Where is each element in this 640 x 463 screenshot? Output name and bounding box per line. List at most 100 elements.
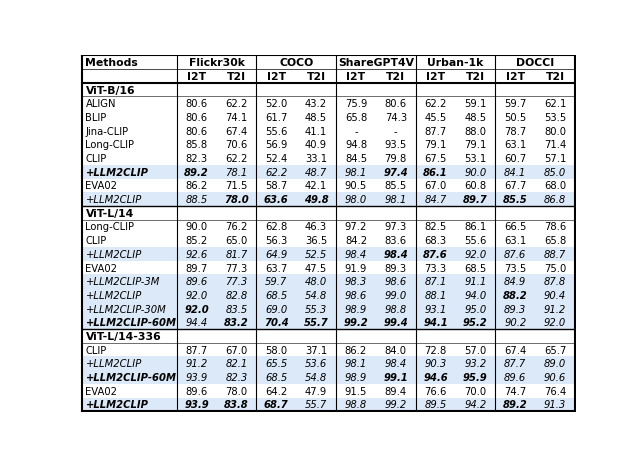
Text: 59.1: 59.1 [464, 99, 486, 109]
Text: I2T: I2T [267, 72, 286, 82]
Text: +LLM2CLIP: +LLM2CLIP [86, 167, 148, 177]
Text: COCO: COCO [279, 58, 314, 68]
Text: 48.5: 48.5 [305, 113, 327, 123]
Text: 98.1: 98.1 [345, 167, 367, 177]
Text: CLIP: CLIP [86, 345, 107, 355]
Text: 67.0: 67.0 [225, 345, 248, 355]
Text: 80.0: 80.0 [544, 126, 566, 137]
Text: 65.8: 65.8 [544, 236, 566, 246]
Text: 87.6: 87.6 [423, 249, 448, 259]
Text: 48.7: 48.7 [305, 167, 327, 177]
Text: 98.1: 98.1 [385, 194, 407, 205]
Text: 65.0: 65.0 [225, 236, 248, 246]
Text: -: - [394, 126, 397, 137]
Text: 62.2: 62.2 [265, 167, 287, 177]
Text: I2T: I2T [187, 72, 206, 82]
Text: EVA02: EVA02 [86, 181, 118, 191]
Text: 98.8: 98.8 [345, 400, 367, 409]
Text: 87.7: 87.7 [186, 345, 208, 355]
Text: 57.1: 57.1 [544, 154, 566, 164]
Text: 60.8: 60.8 [465, 181, 486, 191]
Text: 89.7: 89.7 [463, 194, 488, 205]
Text: +LLM2CLIP-3M: +LLM2CLIP-3M [86, 276, 160, 287]
Text: 78.1: 78.1 [225, 167, 248, 177]
Text: ViT-B/16: ViT-B/16 [86, 86, 135, 95]
Text: 77.3: 77.3 [225, 276, 248, 287]
Text: 67.4: 67.4 [504, 345, 526, 355]
Text: 88.2: 88.2 [503, 290, 527, 300]
Text: 87.6: 87.6 [504, 249, 526, 259]
Bar [83, 398, 575, 411]
Text: 85.8: 85.8 [186, 140, 208, 150]
Text: 89.4: 89.4 [385, 386, 407, 396]
Text: 85.2: 85.2 [186, 236, 208, 246]
Text: 56.9: 56.9 [265, 140, 287, 150]
Text: EVA02: EVA02 [86, 386, 118, 396]
Text: 89.6: 89.6 [186, 276, 208, 287]
Text: 98.3: 98.3 [345, 276, 367, 287]
Text: 89.2: 89.2 [184, 167, 209, 177]
Text: 61.7: 61.7 [265, 113, 287, 123]
Text: 65.7: 65.7 [544, 345, 566, 355]
Text: 63.6: 63.6 [264, 194, 289, 205]
Text: CLIP: CLIP [86, 154, 107, 164]
Text: +LLM2CLIP: +LLM2CLIP [86, 400, 148, 409]
Text: 55.7: 55.7 [305, 400, 327, 409]
Text: Long-CLIP: Long-CLIP [86, 222, 134, 232]
Text: 89.7: 89.7 [186, 263, 208, 273]
Text: 88.0: 88.0 [465, 126, 486, 137]
Text: 47.5: 47.5 [305, 263, 327, 273]
Text: Flickr30k: Flickr30k [189, 58, 244, 68]
Text: 67.7: 67.7 [504, 181, 527, 191]
Text: 92.0: 92.0 [184, 304, 209, 314]
Text: 69.0: 69.0 [265, 304, 287, 314]
Text: 86.2: 86.2 [345, 345, 367, 355]
Text: 65.5: 65.5 [265, 358, 287, 369]
Bar [83, 288, 575, 302]
Text: 98.1: 98.1 [345, 358, 367, 369]
Text: 84.7: 84.7 [424, 194, 447, 205]
Text: 86.1: 86.1 [423, 167, 448, 177]
Text: 90.2: 90.2 [504, 318, 526, 328]
Text: 82.8: 82.8 [225, 290, 248, 300]
Text: 90.0: 90.0 [464, 167, 486, 177]
Text: 59.7: 59.7 [504, 99, 527, 109]
Text: 97.4: 97.4 [383, 167, 408, 177]
Text: T2I: T2I [386, 72, 405, 82]
Text: 74.3: 74.3 [385, 113, 407, 123]
Text: 53.6: 53.6 [305, 358, 327, 369]
Text: 53.5: 53.5 [544, 113, 566, 123]
Text: 88.5: 88.5 [186, 194, 208, 205]
Text: 83.8: 83.8 [224, 400, 249, 409]
Bar [83, 316, 575, 329]
Text: 70.4: 70.4 [264, 318, 289, 328]
Text: 90.5: 90.5 [345, 181, 367, 191]
Text: 99.1: 99.1 [383, 372, 408, 382]
Text: 91.2: 91.2 [186, 358, 208, 369]
Text: 84.2: 84.2 [345, 236, 367, 246]
Text: ShareGPT4V: ShareGPT4V [338, 58, 414, 68]
Text: 99.0: 99.0 [385, 290, 407, 300]
Text: 58.7: 58.7 [265, 181, 287, 191]
Text: ViT-L/14-336: ViT-L/14-336 [86, 331, 161, 341]
Text: I2T: I2T [506, 72, 525, 82]
Text: 54.8: 54.8 [305, 372, 327, 382]
Text: 85.5: 85.5 [503, 194, 527, 205]
Text: 55.3: 55.3 [305, 304, 327, 314]
Text: CLIP: CLIP [86, 236, 107, 246]
Text: 93.9: 93.9 [184, 400, 209, 409]
Text: 54.8: 54.8 [305, 290, 327, 300]
Text: 78.0: 78.0 [224, 194, 249, 205]
Text: 94.1: 94.1 [423, 318, 448, 328]
Text: 89.3: 89.3 [385, 263, 407, 273]
Text: I2T: I2T [346, 72, 365, 82]
Text: 59.7: 59.7 [265, 276, 287, 287]
Text: 97.2: 97.2 [345, 222, 367, 232]
Text: 98.9: 98.9 [345, 372, 367, 382]
Text: 84.0: 84.0 [385, 345, 407, 355]
Text: EVA02: EVA02 [86, 263, 118, 273]
Text: 62.8: 62.8 [265, 222, 287, 232]
Text: 87.7: 87.7 [424, 126, 447, 137]
Text: 97.3: 97.3 [385, 222, 407, 232]
Text: 70.6: 70.6 [225, 140, 248, 150]
